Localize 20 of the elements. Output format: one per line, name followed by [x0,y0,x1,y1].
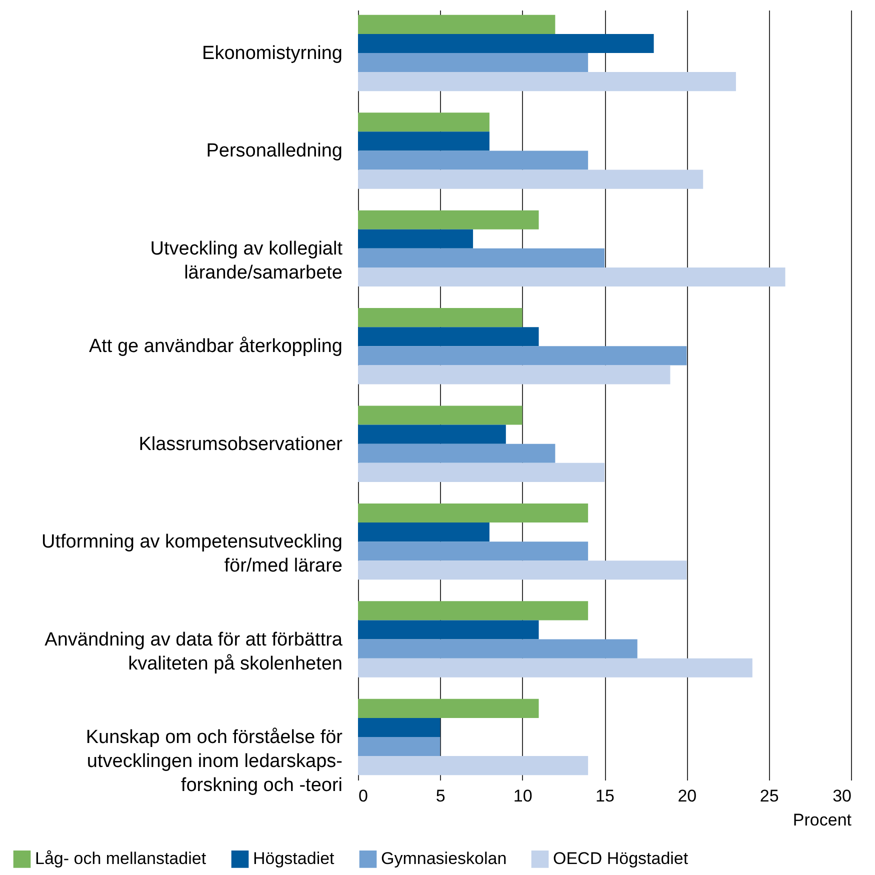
legend-label: Låg- och mellanstadiet [35,849,206,868]
x-tick-label: 20 [678,786,697,806]
legend-label: OECD Högstadiet [553,849,688,868]
y-tick-label: Personalledning [206,140,342,162]
legend-label: Gymnasieskolan [381,849,507,868]
x-tick-label: 15 [596,786,614,806]
x-tick-label: 5 [436,786,446,806]
y-tick-label: Användning av data för att förbättra kvaliteten på skolenheten [44,629,343,674]
y-tick-label: Att ge användbar återkoppling [88,336,342,358]
y-tick-label: Klassrumsobservationer [138,434,344,455]
x-axis-title: Procent [792,810,852,830]
x-tick-label: 25 [760,786,779,806]
y-tick-label: Ekonomistyrning [202,42,342,64]
y-tick-label: Kunskap om och förståelse för utvecklingen inom ledarskaps- forskning och -teori [86,727,344,796]
y-tick-label: Utformning av kompetensutveckling för/med lärare [42,532,342,577]
x-tick-label: 30 [832,786,852,806]
x-tick-label: 10 [513,786,532,806]
y-tick-label: Utveckling av kollegialt lärande/samarbete [150,238,344,284]
x-tick-label: 0 [358,786,368,806]
legend-label: Högstadiet [253,849,335,868]
